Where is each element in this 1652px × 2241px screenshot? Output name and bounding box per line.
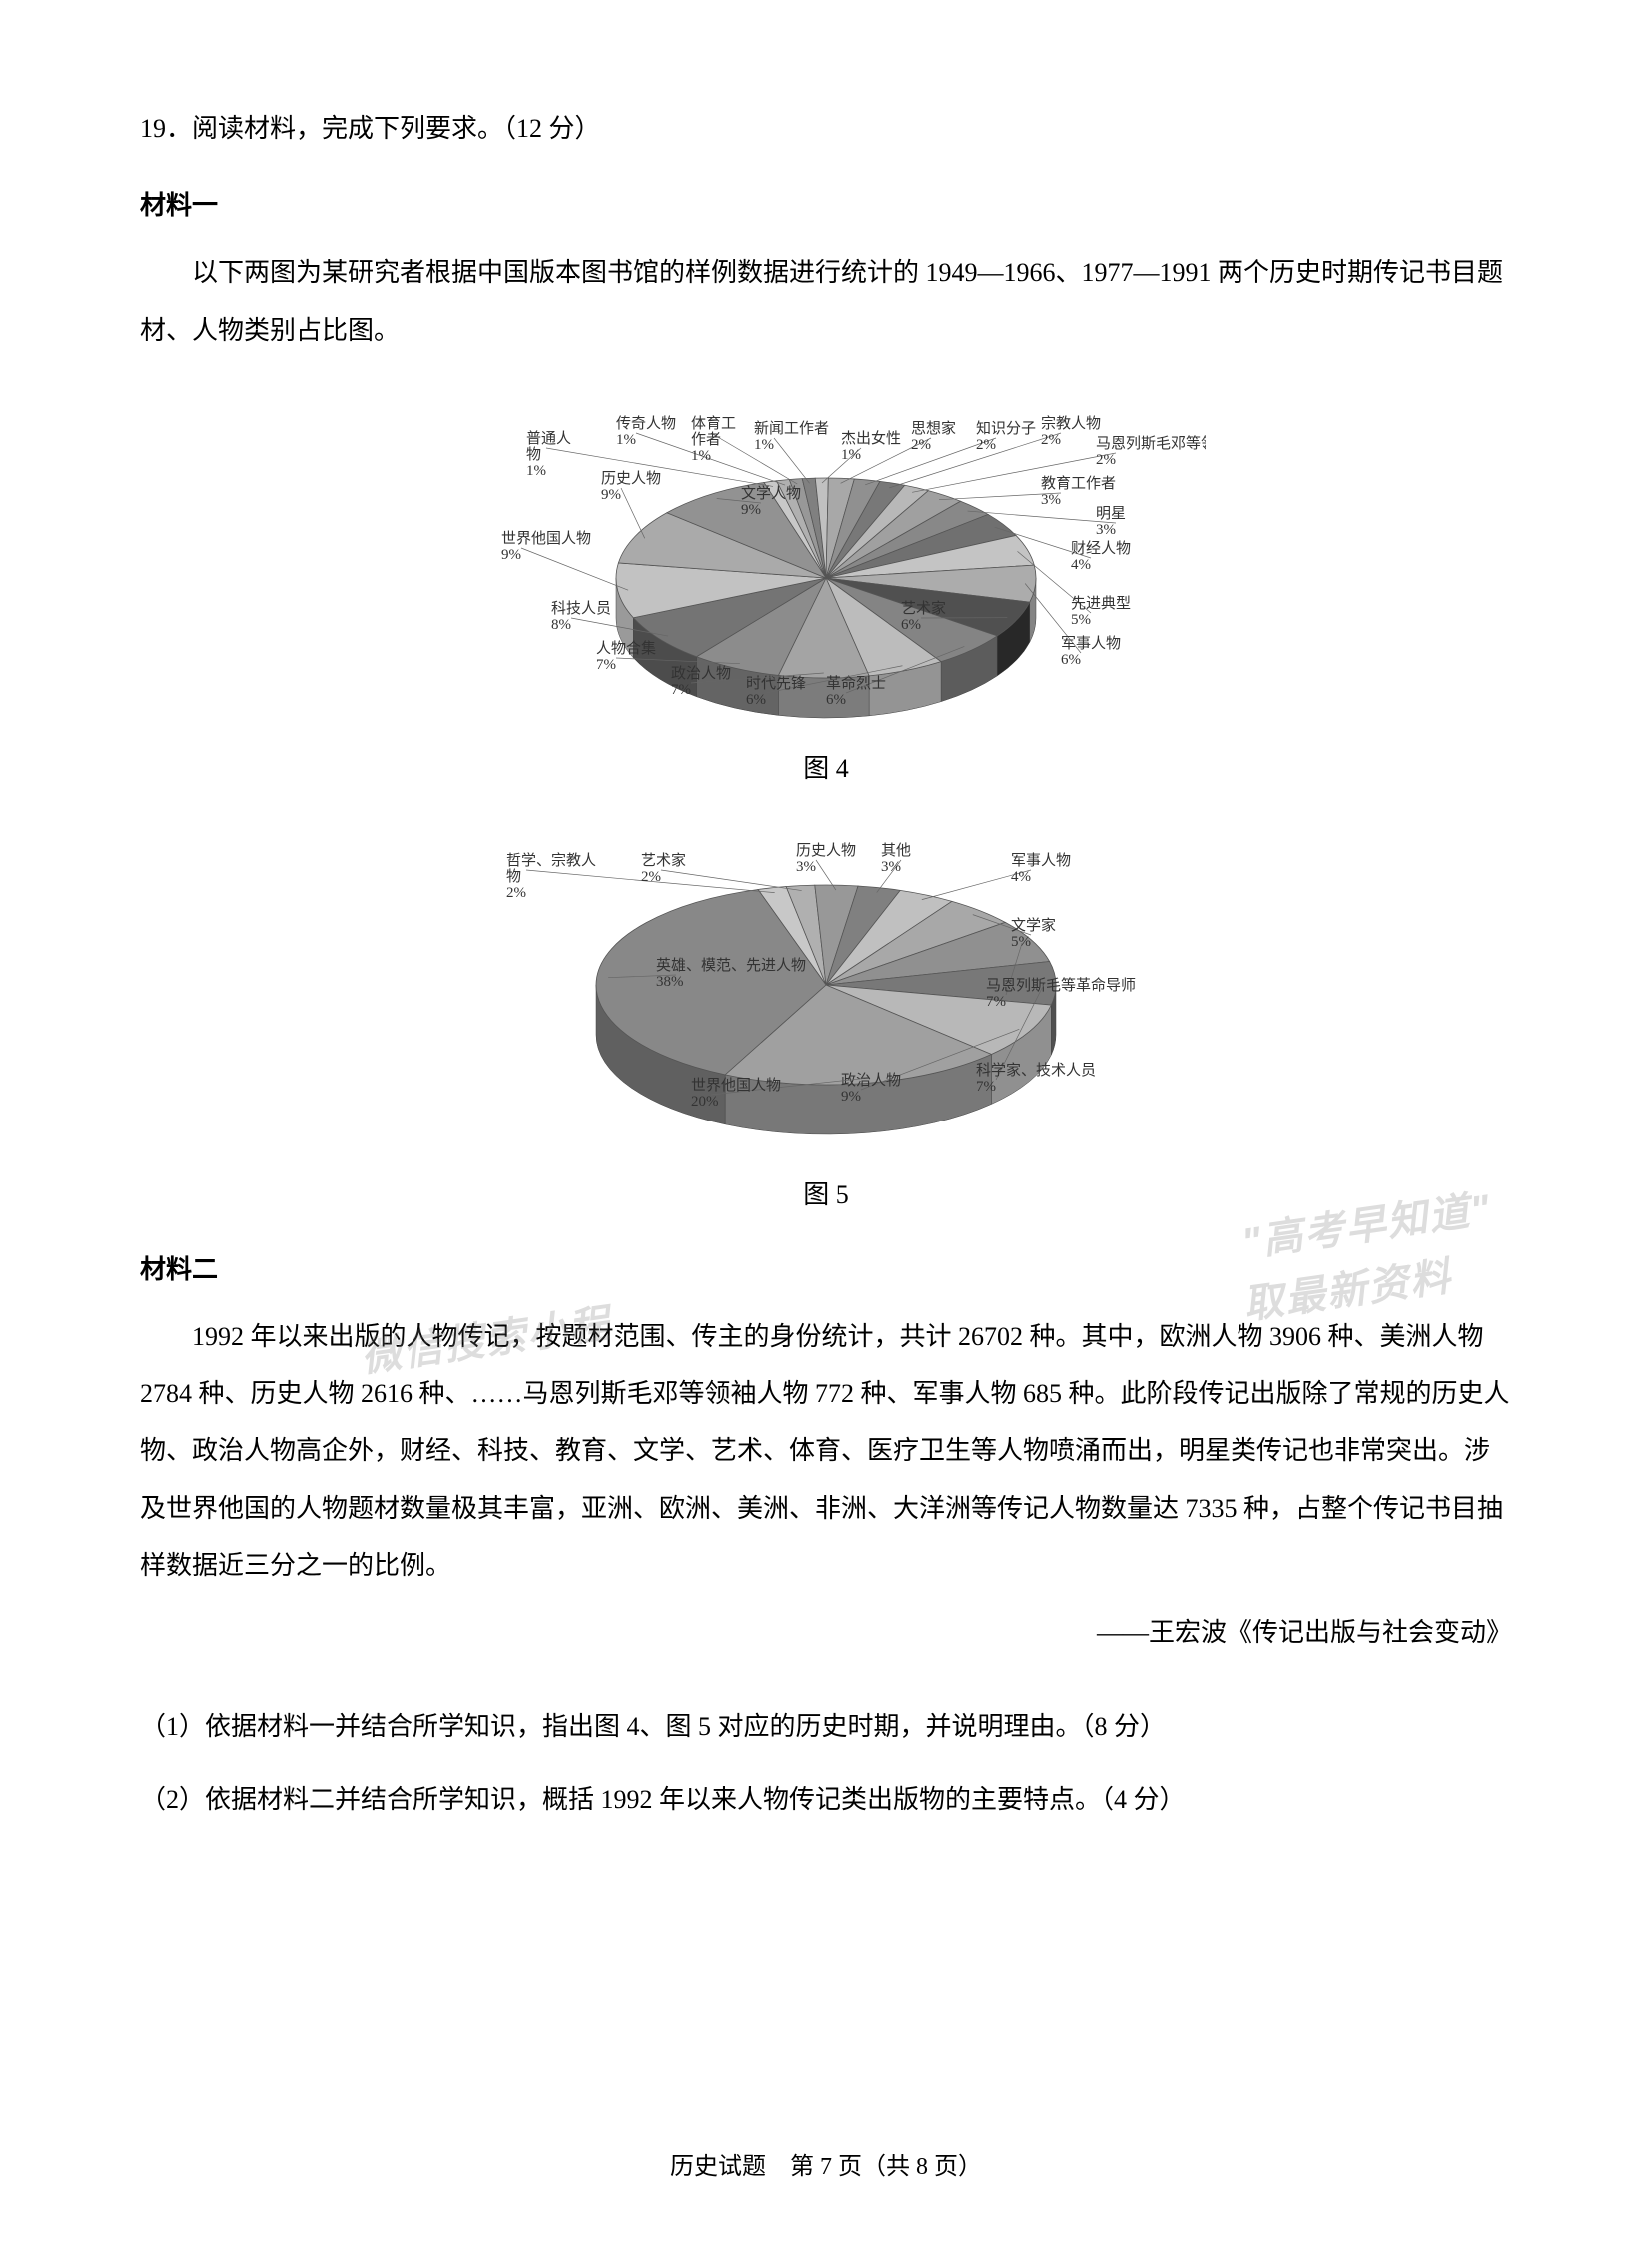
- svg-text:科技人员: 科技人员: [551, 600, 611, 617]
- svg-text:5%: 5%: [1071, 612, 1091, 628]
- svg-text:7%: 7%: [596, 657, 616, 673]
- svg-text:1%: 1%: [841, 447, 861, 463]
- svg-text:6%: 6%: [746, 692, 766, 708]
- svg-text:9%: 9%: [841, 1089, 861, 1105]
- question-prompt: 阅读材料，完成下列要求。: [192, 114, 503, 143]
- svg-text:艺术家: 艺术家: [641, 852, 686, 869]
- chart4-wrapper: 普通人物1%传奇人物1%体育工作者1%新闻工作者1%杰出女性1%思想家2%知识分…: [446, 388, 1206, 733]
- svg-text:革命烈士: 革命烈士: [826, 674, 886, 692]
- chart5-wrapper: 哲学、宗教人物2%艺术家2%历史人物3%其他3%军事人物4%文学家5%马恩列斯毛…: [446, 815, 1206, 1159]
- svg-text:新闻工作者: 新闻工作者: [754, 420, 829, 437]
- svg-text:3%: 3%: [881, 859, 901, 875]
- svg-text:马恩列斯毛等革命导师: 马恩列斯毛等革命导师: [986, 976, 1136, 994]
- svg-text:历史人物: 历史人物: [601, 470, 661, 487]
- material-one-label: 材料一: [140, 177, 1512, 234]
- svg-text:2%: 2%: [1041, 432, 1061, 448]
- svg-text:世界他国人物: 世界他国人物: [691, 1077, 781, 1094]
- svg-text:艺术家: 艺术家: [901, 600, 946, 617]
- svg-text:4%: 4%: [1071, 557, 1091, 573]
- svg-text:6%: 6%: [1061, 652, 1081, 668]
- svg-text:2%: 2%: [976, 437, 996, 453]
- svg-text:作者: 作者: [691, 431, 721, 448]
- material-two-label: 材料二: [140, 1241, 1512, 1298]
- question-points: （12 分）: [503, 114, 601, 143]
- svg-text:1%: 1%: [526, 463, 546, 479]
- svg-text:2%: 2%: [911, 437, 931, 453]
- svg-text:3%: 3%: [796, 859, 816, 875]
- svg-text:4%: 4%: [1011, 869, 1031, 885]
- material-one-intro: 以下两图为某研究者根据中国版本图书馆的样例数据进行统计的 1949—1966、1…: [140, 244, 1512, 358]
- svg-text:7%: 7%: [671, 682, 691, 698]
- svg-text:先进典型: 先进典型: [1071, 595, 1131, 612]
- svg-text:9%: 9%: [741, 502, 761, 518]
- subquestion-2: （2）依据材料二并结合所学知识，概括 1992 年以来人物传记类出版物的主要特点…: [140, 1764, 1512, 1837]
- svg-text:其他: 其他: [881, 842, 911, 859]
- svg-text:知识分子: 知识分子: [976, 420, 1036, 437]
- svg-text:1%: 1%: [616, 432, 636, 448]
- svg-text:7%: 7%: [986, 994, 1006, 1010]
- svg-text:文学家: 文学家: [1011, 917, 1056, 934]
- svg-text:6%: 6%: [826, 692, 846, 708]
- svg-text:1%: 1%: [754, 437, 774, 453]
- svg-text:物: 物: [506, 868, 521, 885]
- chart4-pie: 普通人物1%传奇人物1%体育工作者1%新闻工作者1%杰出女性1%思想家2%知识分…: [446, 388, 1206, 728]
- material-two-section: 材料二 1992 年以来出版的人物传记，按题材范围、传主的身份统计，共计 267…: [140, 1241, 1512, 1661]
- svg-text:2%: 2%: [641, 869, 661, 885]
- svg-text:文学人物: 文学人物: [741, 485, 801, 502]
- svg-text:马恩列斯毛邓等领袖: 马恩列斯毛邓等领袖: [1096, 434, 1206, 452]
- svg-text:6%: 6%: [901, 617, 921, 633]
- svg-text:宗教人物: 宗教人物: [1041, 414, 1101, 432]
- svg-text:3%: 3%: [1041, 492, 1061, 508]
- svg-text:英雄、模范、先进人物: 英雄、模范、先进人物: [656, 956, 806, 974]
- svg-text:思想家: 思想家: [911, 420, 956, 437]
- question-number: 19．: [140, 114, 192, 143]
- svg-text:9%: 9%: [601, 487, 621, 503]
- svg-text:人物合集: 人物合集: [596, 640, 656, 657]
- chart4-container: 普通人物1%传奇人物1%体育工作者1%新闻工作者1%杰出女性1%思想家2%知识分…: [140, 388, 1512, 785]
- chart5-caption: 图 5: [803, 1174, 849, 1211]
- question-header: 19．阅读材料，完成下列要求。（12 分）: [140, 100, 1512, 157]
- svg-text:3%: 3%: [1096, 522, 1116, 538]
- chart5-pie: 哲学、宗教人物2%艺术家2%历史人物3%其他3%军事人物4%文学家5%马恩列斯毛…: [446, 815, 1206, 1154]
- svg-text:杰出女性: 杰出女性: [841, 429, 901, 447]
- svg-text:教育工作者: 教育工作者: [1041, 475, 1116, 492]
- page-footer: 历史试题 第 7 页（共 8 页）: [0, 2146, 1652, 2181]
- svg-text:20%: 20%: [691, 1094, 719, 1110]
- svg-text:物: 物: [526, 446, 541, 463]
- material-two-source: ——王宏波《传记出版与社会变动》: [140, 1604, 1512, 1661]
- chart5-container: 哲学、宗教人物2%艺术家2%历史人物3%其他3%军事人物4%文学家5%马恩列斯毛…: [140, 815, 1512, 1211]
- svg-text:军事人物: 军事人物: [1061, 635, 1121, 652]
- svg-text:世界他国人物: 世界他国人物: [501, 530, 591, 547]
- chart4-caption: 图 4: [803, 748, 849, 785]
- svg-text:政治人物: 政治人物: [841, 1072, 901, 1089]
- subquestions: （1）依据材料一并结合所学知识，指出图 4、图 5 对应的历史时期，并说明理由。…: [140, 1691, 1512, 1837]
- svg-text:普通人: 普通人: [526, 430, 571, 447]
- svg-text:传奇人物: 传奇人物: [616, 415, 676, 432]
- svg-text:财经人物: 财经人物: [1071, 540, 1131, 557]
- svg-text:9%: 9%: [501, 547, 521, 563]
- svg-text:历史人物: 历史人物: [796, 842, 856, 859]
- svg-text:2%: 2%: [1096, 452, 1116, 468]
- svg-text:政治人物: 政治人物: [671, 665, 731, 682]
- svg-text:科学家、技术人员: 科学家、技术人员: [976, 1062, 1096, 1079]
- svg-text:1%: 1%: [691, 448, 711, 464]
- svg-text:2%: 2%: [506, 885, 526, 901]
- svg-text:明星: 明星: [1096, 505, 1126, 522]
- svg-text:7%: 7%: [976, 1079, 996, 1095]
- svg-text:8%: 8%: [551, 617, 571, 633]
- svg-text:哲学、宗教人: 哲学、宗教人: [506, 851, 596, 869]
- material-two-text: 1992 年以来出版的人物传记，按题材范围、传主的身份统计，共计 26702 种…: [140, 1308, 1512, 1594]
- svg-text:时代先锋: 时代先锋: [746, 675, 806, 692]
- svg-text:军事人物: 军事人物: [1011, 852, 1071, 869]
- svg-text:38%: 38%: [656, 974, 684, 990]
- svg-text:体育工: 体育工: [691, 415, 736, 432]
- subquestion-1: （1）依据材料一并结合所学知识，指出图 4、图 5 对应的历史时期，并说明理由。…: [140, 1691, 1512, 1764]
